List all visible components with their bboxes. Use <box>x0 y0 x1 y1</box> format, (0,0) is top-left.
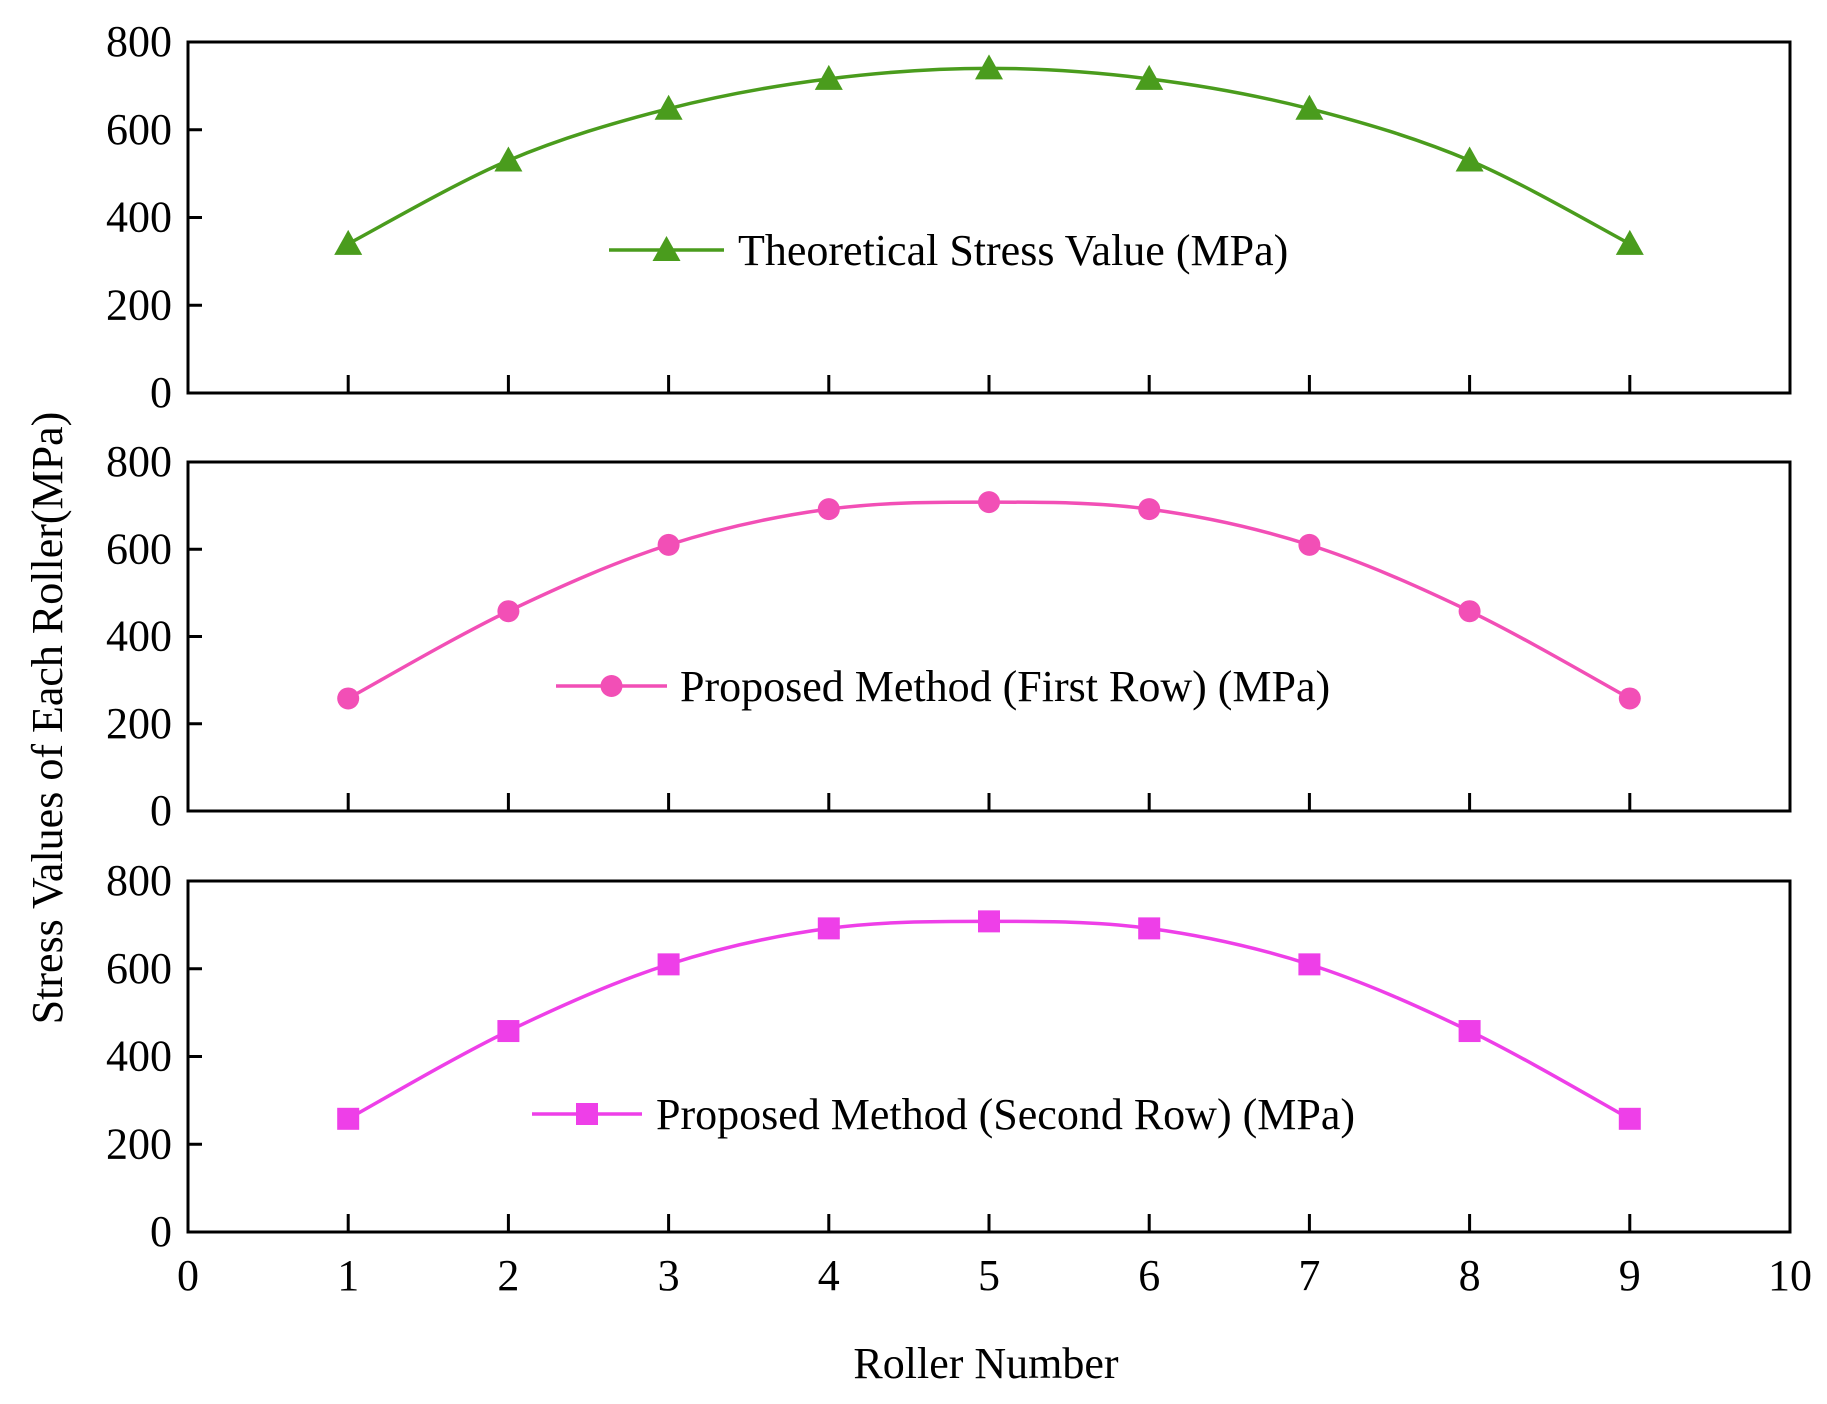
series-line <box>347 66 1631 246</box>
data-point <box>337 1107 360 1130</box>
x-tick-label: 2 <box>497 1251 519 1300</box>
y-axis-title: Stress Values of Each Roller(MPa) <box>23 412 72 1025</box>
y-tick-label: 0 <box>150 786 172 835</box>
legend-label: Theoretical Stress Value (MPa) <box>738 226 1288 275</box>
data-point <box>975 54 1003 80</box>
data-point <box>978 910 1000 933</box>
y-tick-label: 0 <box>150 368 172 417</box>
data-point <box>1615 229 1644 255</box>
plot-frame <box>186 460 1792 813</box>
x-tick-label: 4 <box>818 1251 840 1300</box>
data-point <box>814 64 843 90</box>
x-tick-label: 6 <box>1138 1251 1160 1300</box>
y-tick-label: 800 <box>106 17 172 66</box>
x-tick-label: 0 <box>177 1251 199 1300</box>
legend-label: Proposed Method (First Row) (MPa) <box>680 662 1330 711</box>
data-point <box>497 1020 520 1043</box>
data-point <box>817 498 840 521</box>
data-point <box>657 533 680 556</box>
data-point <box>1298 953 1321 976</box>
y-tick-label: 200 <box>106 1119 172 1168</box>
x-tick-label: 7 <box>1298 1251 1320 1300</box>
data-point <box>1618 687 1641 710</box>
y-tick-label: 400 <box>106 193 172 242</box>
y-tick-label: 400 <box>106 1032 172 1081</box>
x-tick-label: 1 <box>337 1251 359 1300</box>
data-point <box>654 94 683 120</box>
data-point <box>1295 94 1324 120</box>
panel-1: 0 200 400 600 800 Theoretical Stress Value (M… <box>106 17 1792 417</box>
x-tick-label: 3 <box>658 1251 680 1300</box>
data-point <box>1298 533 1321 556</box>
data-point <box>494 146 523 172</box>
y-tick-label: 400 <box>106 612 172 661</box>
y-tick-label: 600 <box>106 105 172 154</box>
legend: Theoretical Stress Value (MPa) <box>609 226 1288 275</box>
x-tick-label: 9 <box>1619 1251 1641 1300</box>
legend-marker <box>576 1103 598 1125</box>
legend: Proposed Method (Second Row) (MPa) <box>532 1090 1355 1139</box>
x-tick-label: 5 <box>978 1251 1000 1300</box>
data-point <box>1138 498 1161 521</box>
data-point <box>497 600 520 623</box>
data-point <box>1458 600 1481 623</box>
data-point <box>817 917 840 940</box>
data-point <box>657 953 680 976</box>
y-tick-label: 800 <box>106 856 172 905</box>
panel-2: 0 200 400 600 800 Proposed Method (First Row)… <box>106 437 1792 835</box>
y-tick-label: 800 <box>106 437 172 486</box>
y-tick-label: 600 <box>106 524 172 573</box>
data-point <box>334 229 363 255</box>
data-point <box>1618 1107 1641 1130</box>
data-point <box>1135 64 1164 90</box>
legend-label: Proposed Method (Second Row) (MPa) <box>656 1090 1355 1139</box>
data-point <box>1138 917 1161 940</box>
y-tick-label: 600 <box>106 944 172 993</box>
panel-3: 0 200 400 600 800 Proposed Method (Second Row… <box>106 856 1792 1256</box>
plot-frame <box>186 879 1792 1234</box>
x-axis-title: Roller Number <box>853 1339 1119 1388</box>
y-tick-label: 0 <box>150 1207 172 1256</box>
x-tick-label: 10 <box>1768 1251 1812 1300</box>
legend: Proposed Method (First Row) (MPa) <box>556 662 1330 711</box>
data-point <box>1455 146 1484 172</box>
y-tick-label: 200 <box>106 699 172 748</box>
legend-marker <box>652 236 681 261</box>
data-point <box>337 687 360 710</box>
y-tick-label: 200 <box>106 280 172 329</box>
data-point <box>1458 1020 1481 1043</box>
legend-marker <box>600 675 623 697</box>
plot-frame <box>186 40 1792 395</box>
data-point <box>978 491 1000 514</box>
x-tick-label: 8 <box>1459 1251 1481 1300</box>
